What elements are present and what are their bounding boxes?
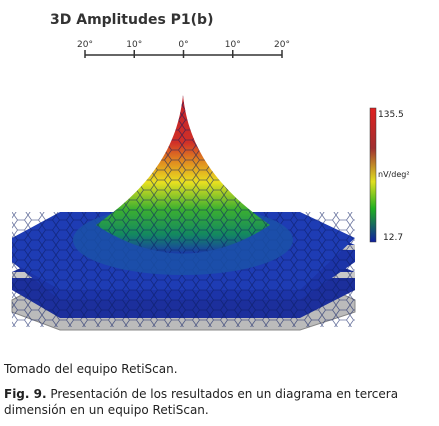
scale-label: 0° <box>178 40 188 50</box>
caption-text: Presentación de los resultados en un dia… <box>4 387 399 417</box>
colorbar-min: 12.7 <box>383 233 403 243</box>
scale-label: 20° <box>274 40 290 50</box>
scale-label: 10° <box>225 40 241 50</box>
plot-title: 3D Amplitudes P1(b) <box>50 12 213 28</box>
surface <box>11 95 356 331</box>
caption: Fig. 9. Presentación de los resultados e… <box>4 386 436 418</box>
scale-label: 20° <box>77 40 93 50</box>
colorbar <box>369 107 377 243</box>
caption-label: Fig. 9. <box>4 387 47 401</box>
source-note: Tomado del equipo RetiScan. <box>4 362 178 376</box>
colorbar-unit: nV/deg² <box>378 170 410 179</box>
scale-label: 10° <box>126 40 142 50</box>
figure-plot: 3D Amplitudes P1(b) 20° 10° 0° 10° 20° 135.5… <box>11 12 410 331</box>
scale-bar: 20° 10° 0° 10° 20° <box>77 40 290 58</box>
colorbar-max: 135.5 <box>378 110 404 120</box>
